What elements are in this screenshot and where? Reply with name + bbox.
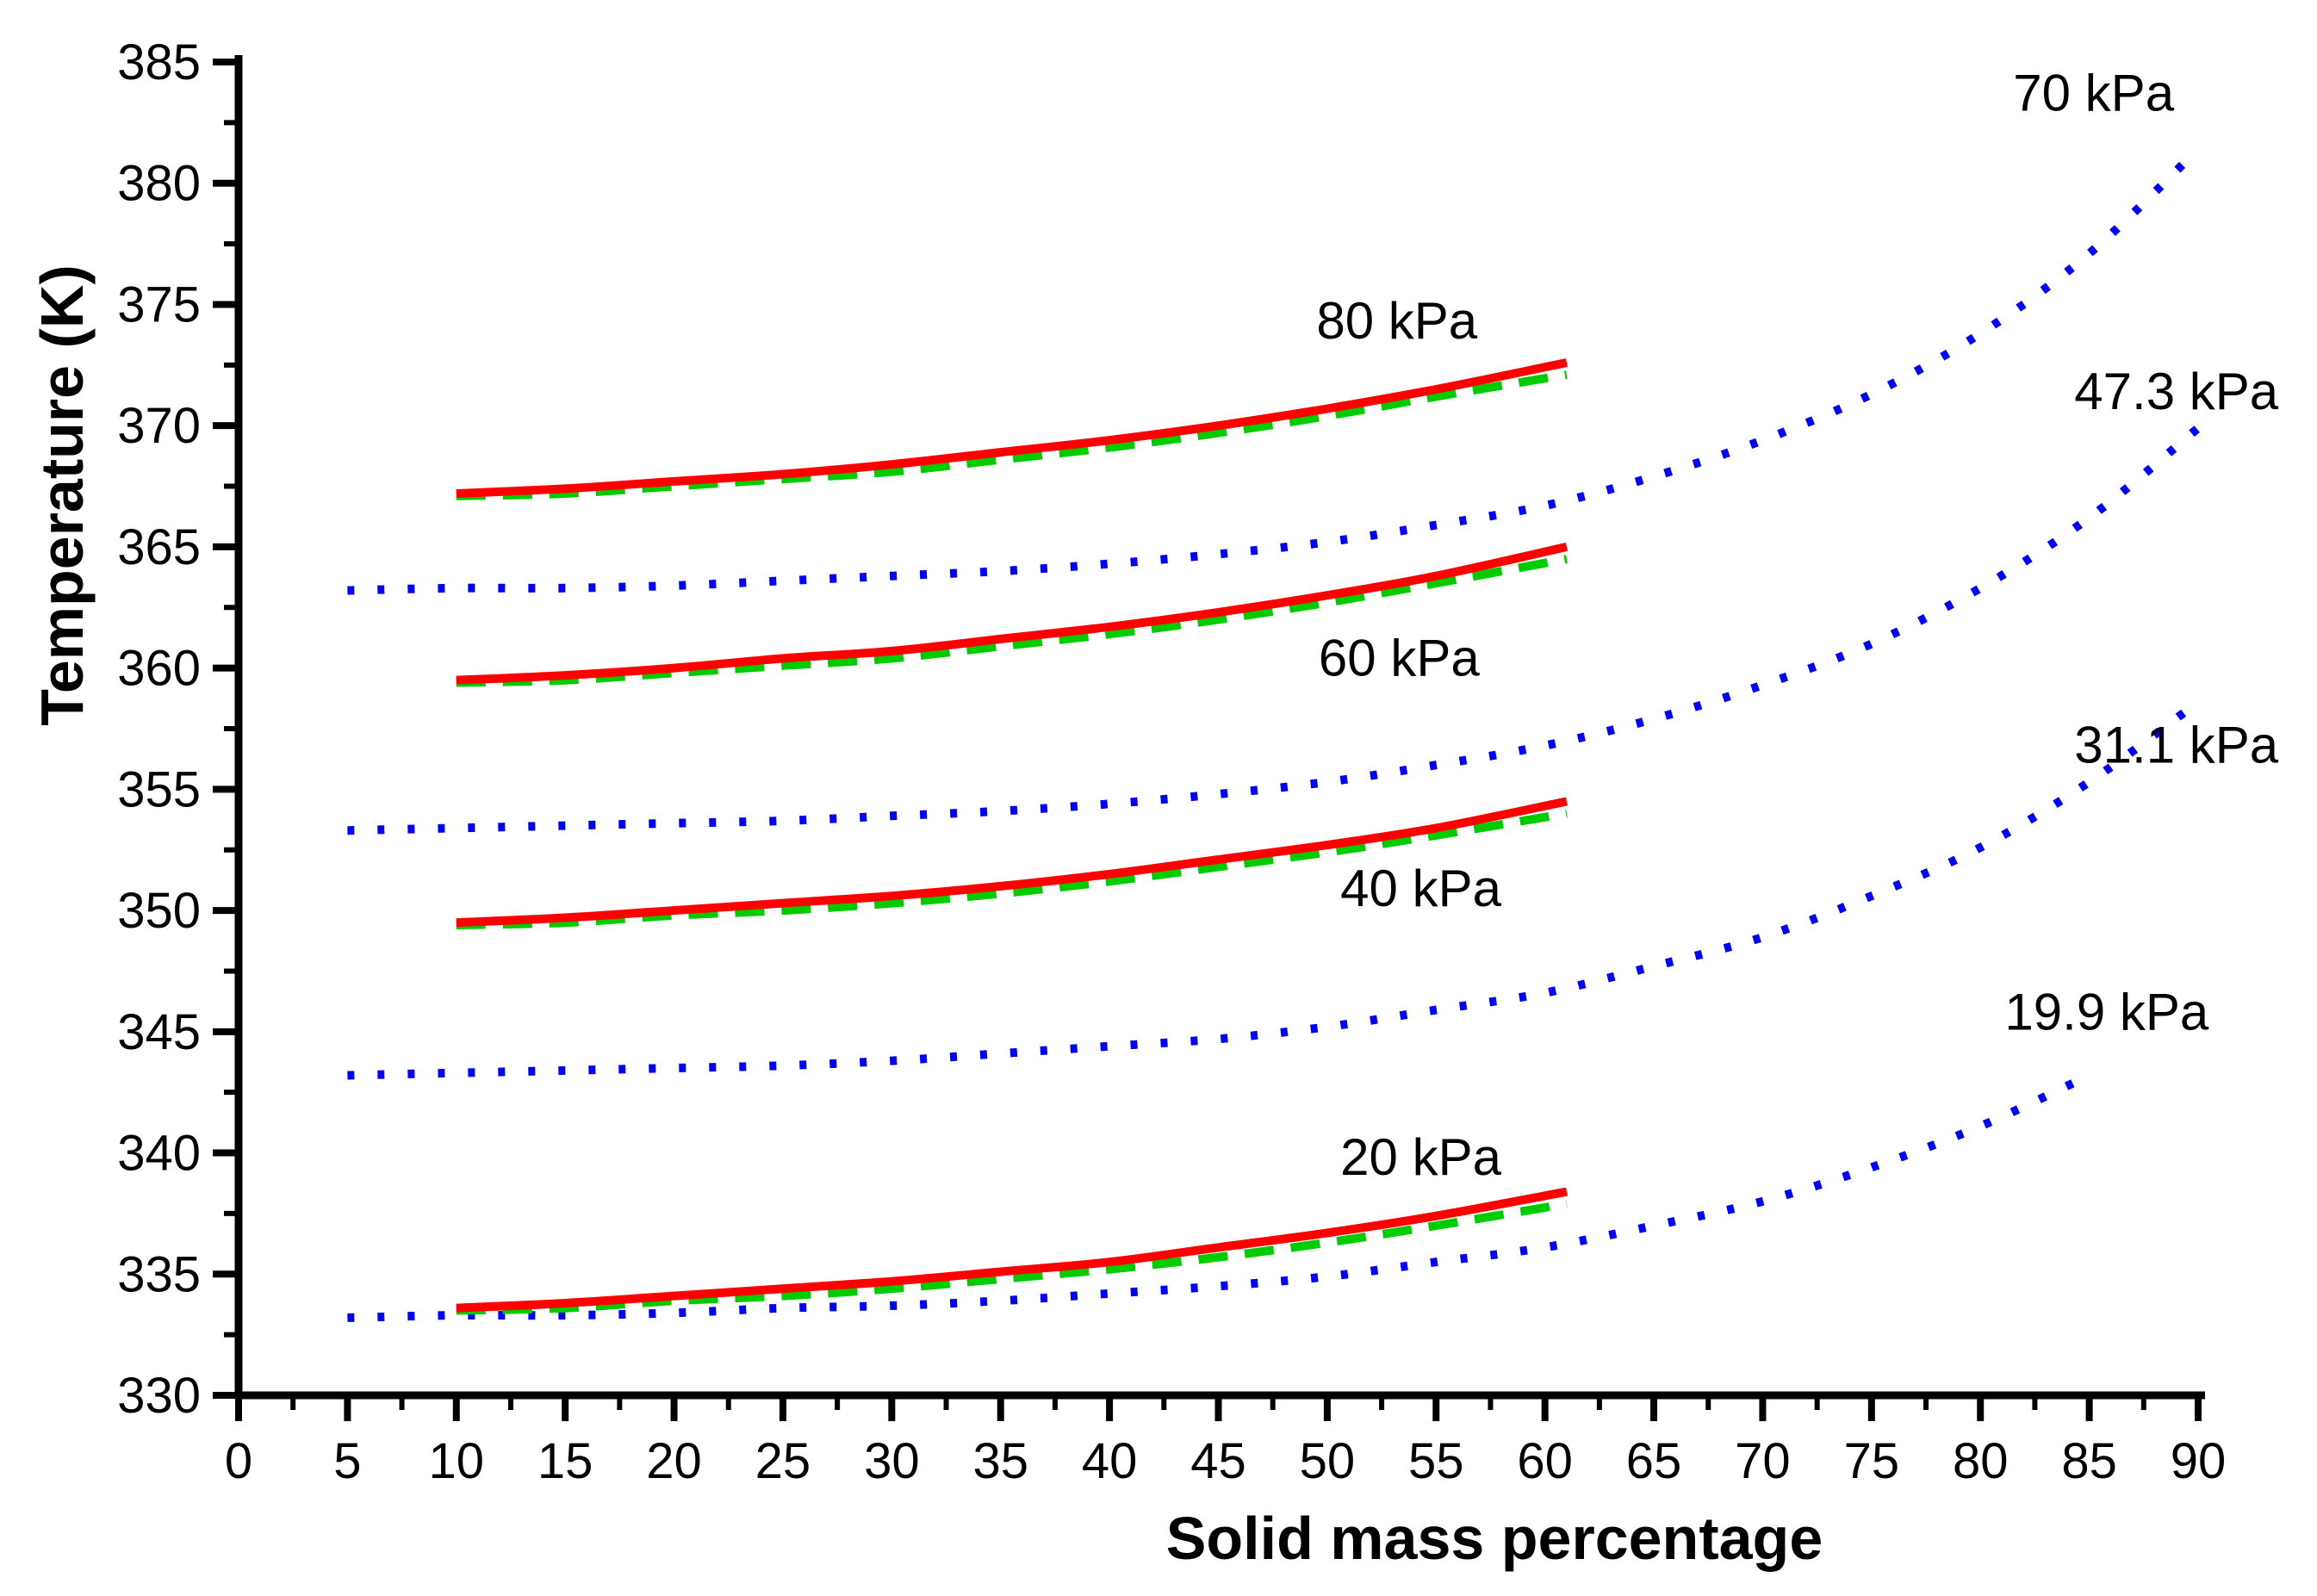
- curve-60kpa-red-solid: [456, 543, 1568, 685]
- axes: [234, 55, 2205, 1400]
- x-tick-label: 40: [1082, 1433, 1138, 1489]
- x-tick-label: 75: [1844, 1433, 1900, 1489]
- x-tick-label: 20: [646, 1433, 702, 1489]
- y-tick-label: 345: [117, 1004, 201, 1060]
- x-tick-label: 45: [1190, 1433, 1246, 1489]
- x-tick-label: 50: [1300, 1433, 1356, 1489]
- x-tick-label: 0: [225, 1433, 252, 1489]
- curve-label-47kpa: 47.3 kPa: [2074, 363, 2278, 420]
- curve-70kpa-blue-dotted: [347, 146, 2202, 595]
- curve-19kpa-blue-dotted: [347, 1071, 2091, 1322]
- x-tick-label: 35: [972, 1433, 1028, 1489]
- y-tick-label: 330: [117, 1368, 201, 1424]
- curve-label-31kpa: 31.1 kPa: [2074, 717, 2278, 774]
- y-axis-title: Temperature (K): [28, 264, 96, 725]
- curve-80kpa-red-solid: [456, 358, 1568, 498]
- curve-80kpa-green-dashed: [456, 370, 1568, 500]
- x-tick-label: 70: [1735, 1433, 1791, 1489]
- x-tick-label: 65: [1626, 1433, 1682, 1489]
- curve-31kpa-blue-dotted: [347, 698, 2201, 1080]
- x-axis-title: Solid mass percentage: [1166, 1505, 1823, 1572]
- curve-label-70kpa: 70 kPa: [2013, 65, 2174, 122]
- x-tick-label: 10: [429, 1433, 485, 1489]
- curve-label-60kpa: 60 kPa: [1319, 629, 1480, 686]
- x-tick-label: 60: [1517, 1433, 1573, 1489]
- curve-label-40kpa: 40 kPa: [1340, 860, 1501, 917]
- x-tick-label: 5: [333, 1433, 361, 1489]
- x-tick-label: 90: [2171, 1433, 2227, 1489]
- curve-label-20kpa: 20 kPa: [1340, 1128, 1501, 1186]
- curve-40kpa-green-dashed: [456, 809, 1568, 929]
- x-tick-label: 85: [2061, 1433, 2117, 1489]
- y-tick-label: 375: [117, 276, 201, 332]
- y-tick-label: 385: [117, 34, 201, 90]
- ticks: 0 5 10 15 20 25 30 35 40 45 50 55 60 65 70 75 80 85 90 330 3…: [117, 34, 2226, 1489]
- curve-47kpa-blue-dotted: [347, 425, 2202, 835]
- y-tick-label: 350: [117, 883, 201, 939]
- annotations: 80 kPa 60 kPa 40 kPa 20 kPa 70 kPa 47.3 kPa 31…: [1316, 65, 2278, 1187]
- curve-label-80kpa: 80 kPa: [1316, 292, 1477, 350]
- x-tick-label: 55: [1408, 1433, 1464, 1489]
- x-tick-label: 80: [1953, 1433, 2009, 1489]
- y-tick-label: 360: [117, 641, 201, 697]
- y-tick-label: 340: [117, 1126, 201, 1182]
- y-tick-label: 365: [117, 519, 201, 575]
- curve-40kpa-red-solid: [456, 797, 1568, 928]
- y-tick-label: 380: [117, 156, 201, 212]
- curve-20kpa-red-solid: [456, 1187, 1568, 1313]
- curve-20kpa-green-dashed: [456, 1199, 1568, 1315]
- x-tick-label: 30: [864, 1433, 920, 1489]
- y-tick-label: 335: [117, 1246, 201, 1302]
- x-tick-label: 25: [755, 1433, 811, 1489]
- curve-label-19kpa: 19.9 kPa: [2004, 983, 2208, 1040]
- curves: [347, 146, 2202, 1322]
- y-tick-label: 370: [117, 398, 201, 454]
- curve-60kpa-green-dashed: [456, 555, 1568, 687]
- x-tick-label: 15: [537, 1433, 593, 1489]
- y-tick-label: 355: [117, 761, 201, 817]
